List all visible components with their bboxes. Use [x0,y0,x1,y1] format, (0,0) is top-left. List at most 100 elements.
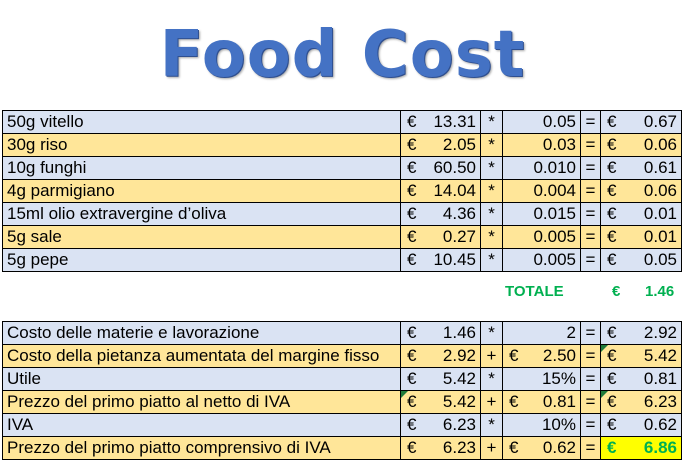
ingredient-cost: 0.06 [643,181,677,200]
equals-cell[interactable]: = [580,202,601,226]
factor-cell[interactable]: €2.50 [502,344,581,368]
unit-price: 10.45 [433,250,476,269]
ingredient-name-cell[interactable]: 5g sale [2,225,401,249]
currency-symbol: € [607,438,617,457]
summary-label: Prezzo del primo piatto comprensivo di I… [7,438,331,457]
ingredient-row: 4g parmigiano €14.04 * 0.004 = €0.06 [2,179,682,203]
cost-cell[interactable]: €0.61 [600,156,682,180]
quantity-cell[interactable]: 0.03 [502,133,581,157]
quantity-cell[interactable]: 0.005 [502,225,581,249]
equals-cell[interactable]: = [580,225,601,249]
ingredient-name-cell[interactable]: 10g funghi [2,156,401,180]
summary-factor: 0.81 [542,392,576,411]
value-cell[interactable]: €1.46 [400,321,481,345]
value-cell[interactable]: €6.23 [400,436,481,460]
factor-cell[interactable]: 2 [502,321,581,345]
summary-label-cell[interactable]: Costo delle materie e lavorazione [2,321,401,345]
equals-cell[interactable]: = [580,110,601,134]
value-cell[interactable]: €2.92 [400,344,481,368]
cost-cell[interactable]: €0.01 [600,225,682,249]
summary-value: 6.23 [442,438,476,457]
summary-row: Costo della pietanza aumentata del margi… [2,344,682,368]
equals-cell[interactable]: = [580,179,601,203]
operator-cell[interactable]: * [480,413,503,437]
equals-cell[interactable]: = [580,248,601,272]
value-cell[interactable]: €6.23 [400,413,481,437]
value-cell[interactable]: €5.42 [400,390,481,414]
unit-price-cell[interactable]: €13.31 [400,110,481,134]
summary-row: IVA €6.23 * 10% = €0.62 [2,413,682,437]
quantity-cell[interactable]: 0.005 [502,248,581,272]
summary-label-cell[interactable]: Costo della pietanza aumentata del margi… [2,344,401,368]
operator-cell[interactable]: + [480,344,503,368]
ingredient-name-cell[interactable]: 50g vitello [2,110,401,134]
equals-cell[interactable]: = [580,436,601,460]
cost-cell[interactable]: €0.06 [600,133,682,157]
operator-cell[interactable]: * [480,202,503,226]
unit-price-cell[interactable]: €2.05 [400,133,481,157]
operator-cell[interactable]: * [480,225,503,249]
currency-symbol: € [607,158,617,177]
equals-cell[interactable]: = [580,321,601,345]
operator-cell[interactable]: * [480,367,503,391]
summary-label-cell[interactable]: Utile [2,367,401,391]
equals-cell[interactable]: = [580,367,601,391]
unit-price-cell[interactable]: €60.50 [400,156,481,180]
factor-cell[interactable]: €0.81 [502,390,581,414]
ingredient-name-cell[interactable]: 30g riso [2,133,401,157]
operator-cell[interactable]: + [480,390,503,414]
summary-label: Costo della pietanza aumentata del margi… [7,346,380,365]
cost-cell[interactable]: €0.01 [600,202,682,226]
result-cell[interactable]: €6.23 [600,390,682,414]
summary-label-cell[interactable]: IVA [2,413,401,437]
ingredient-name: 5g sale [7,227,62,246]
summary-label-cell[interactable]: Prezzo del primo piatto comprensivo di I… [2,436,401,460]
summary-factor: 2.50 [542,346,576,365]
result-cell[interactable]: €2.92 [600,321,682,345]
result-cell[interactable]: €5.42 [600,344,682,368]
quantity-cell[interactable]: 0.015 [502,202,581,226]
equals-cell[interactable]: = [580,413,601,437]
operator-cell[interactable]: * [480,321,503,345]
ingredient-name: 50g vitello [7,112,84,131]
cost-cell[interactable]: €0.67 [600,110,682,134]
summary-row: Prezzo del primo piatto al netto di IVA €… [2,390,682,414]
operator-cell[interactable]: * [480,248,503,272]
factor-cell[interactable]: €0.62 [502,436,581,460]
summary-label-cell[interactable]: Prezzo del primo piatto al netto di IVA [2,390,401,414]
ingredient-name-cell[interactable]: 5g pepe [2,248,401,272]
result-cell[interactable]: €6.86 [600,436,682,460]
operator-cell[interactable]: * [480,156,503,180]
operator-cell[interactable]: * [480,110,503,134]
operator: * [488,181,495,200]
equals-cell[interactable]: = [580,156,601,180]
factor-cell[interactable]: 15% [502,367,581,391]
result-cell[interactable]: €0.81 [600,367,682,391]
operator-cell[interactable]: * [480,179,503,203]
ingredient-row: 50g vitello €13.31 * 0.05 = €0.67 [2,110,682,134]
operator-cell[interactable]: * [480,133,503,157]
summary-label: Costo delle materie e lavorazione [7,323,260,342]
operator: * [488,415,495,434]
quantity-cell[interactable]: 0.05 [502,110,581,134]
ingredient-name-cell[interactable]: 15ml olio extravergine d’oliva [2,202,401,226]
ingredient-name-cell[interactable]: 4g parmigiano [2,179,401,203]
unit-price-cell[interactable]: €14.04 [400,179,481,203]
equals-cell[interactable]: = [580,390,601,414]
factor-cell[interactable]: 10% [502,413,581,437]
cost-cell[interactable]: €0.06 [600,179,682,203]
ingredient-cost: 0.01 [643,204,677,223]
cost-cell[interactable]: €0.05 [600,248,682,272]
unit-price-cell[interactable]: €4.36 [400,202,481,226]
unit-price-cell[interactable]: €10.45 [400,248,481,272]
equals-cell[interactable]: = [580,344,601,368]
value-cell[interactable]: €5.42 [400,367,481,391]
unit-price-cell[interactable]: €0.27 [400,225,481,249]
quantity-cell[interactable]: 0.004 [502,179,581,203]
equals-sign: = [585,323,596,342]
ingredients-table: 50g vitello €13.31 * 0.05 = €0.67 30g riso €2.0… [2,110,682,272]
result-cell[interactable]: €0.62 [600,413,682,437]
equals-cell[interactable]: = [580,133,601,157]
quantity-cell[interactable]: 0.010 [502,156,581,180]
operator-cell[interactable]: + [480,436,503,460]
